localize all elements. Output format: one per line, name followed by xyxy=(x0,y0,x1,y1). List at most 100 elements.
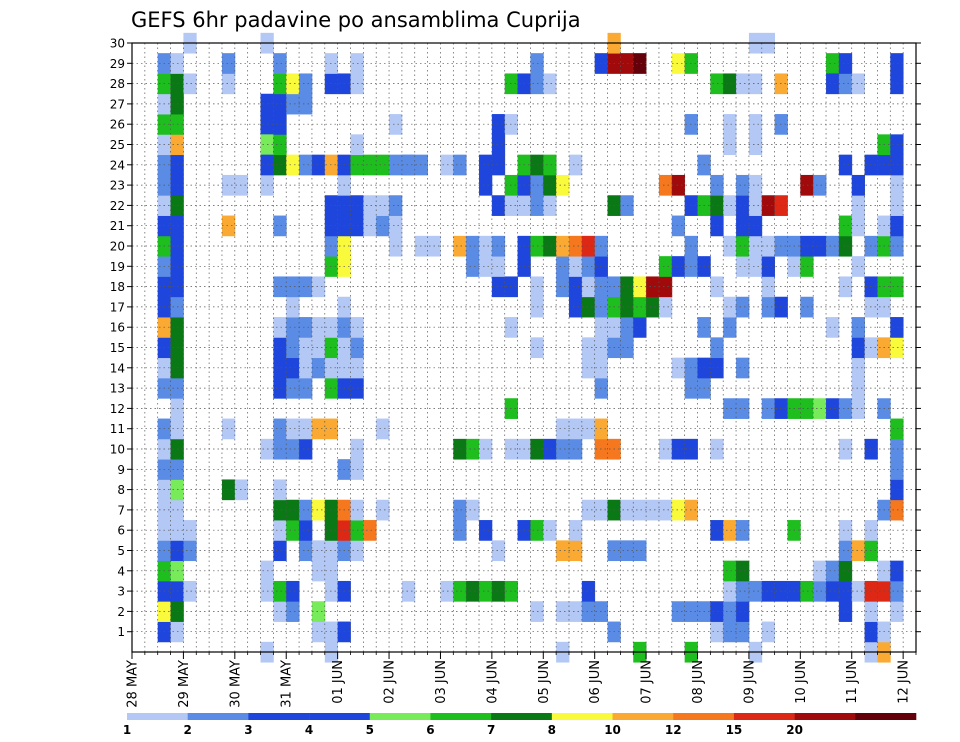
heatmap-cell xyxy=(311,357,326,379)
heatmap-cell xyxy=(838,73,853,95)
heatmap-cell xyxy=(851,73,865,95)
heatmap-cell xyxy=(826,317,840,338)
heatmap-cell xyxy=(851,256,865,277)
heatmap-cell xyxy=(851,215,865,237)
heatmap-cell xyxy=(286,418,300,440)
heatmap-cell xyxy=(453,438,467,460)
colorbar-legend: 1 2 3 4 5 6 7 8 10 12 15 20 xyxy=(123,713,917,737)
heatmap-cell xyxy=(838,580,853,602)
y-tick-label: 16 xyxy=(110,321,125,335)
heatmap-cell xyxy=(389,154,403,176)
heatmap-cell xyxy=(890,174,904,196)
heatmap-cells xyxy=(157,32,904,663)
heatmap-cell xyxy=(286,317,300,338)
heatmap-cell xyxy=(491,580,506,602)
heatmap-cell xyxy=(710,438,724,460)
heatmap-cell xyxy=(568,154,583,176)
heatmap-cell xyxy=(658,174,673,196)
heatmap-cell xyxy=(376,215,390,237)
heatmap-cell xyxy=(401,154,416,176)
heatmap-cell xyxy=(671,256,686,277)
heatmap-cell xyxy=(723,73,737,95)
y-tick-label: 8 xyxy=(117,483,125,497)
heatmap-cell xyxy=(273,276,287,298)
heatmap-cell xyxy=(761,195,776,216)
heatmap-cell xyxy=(838,438,853,460)
heatmap-cell xyxy=(299,276,313,298)
heatmap-cell xyxy=(389,215,403,237)
heatmap-cell xyxy=(671,53,686,74)
heatmap-cell xyxy=(363,520,377,541)
heatmap-cell xyxy=(761,256,776,277)
heatmap-cell xyxy=(838,53,853,74)
heatmap-cell xyxy=(286,296,300,318)
colorbar-label: 4 xyxy=(305,723,313,737)
heatmap-cell xyxy=(299,93,313,115)
heatmap-cell xyxy=(299,337,313,359)
colorbar-label: 2 xyxy=(184,723,192,737)
heatmap-cell xyxy=(890,438,904,460)
heatmap-cell xyxy=(568,418,583,440)
heatmap-cell xyxy=(671,601,686,622)
heatmap-cell xyxy=(286,377,300,399)
heatmap-cell xyxy=(556,256,570,277)
heatmap-cell xyxy=(890,601,904,622)
colorbar-segment xyxy=(430,713,492,720)
heatmap-cell xyxy=(646,499,660,521)
heatmap-cell xyxy=(273,134,287,156)
heatmap-cell xyxy=(581,256,596,277)
heatmap-cell xyxy=(311,337,326,359)
x-tick-label: 08 JUN xyxy=(691,660,706,704)
y-tick-label: 25 xyxy=(110,138,125,152)
heatmap-cell xyxy=(838,520,853,541)
y-tick-label: 10 xyxy=(110,443,125,457)
heatmap-cell xyxy=(890,235,904,257)
y-tick-label: 27 xyxy=(110,97,125,111)
y-tick-label: 14 xyxy=(110,361,125,375)
heatmap-cell xyxy=(851,580,865,602)
heatmap-cell xyxy=(838,235,853,257)
heatmap-cell xyxy=(736,621,750,643)
y-tick-label: 26 xyxy=(110,118,125,132)
colorbar-segment xyxy=(491,713,553,720)
heatmap-cell xyxy=(556,235,570,257)
heatmap-cell xyxy=(671,438,686,460)
chart-title: GEFS 6hr padavine po ansamblima Cuprija xyxy=(131,8,581,32)
heatmap-cell xyxy=(851,540,865,562)
heatmap-cell xyxy=(838,276,853,298)
heatmap-cell xyxy=(710,276,724,298)
heatmap-cell xyxy=(736,296,750,318)
heatmap-cell xyxy=(556,438,570,460)
y-tick-label: 5 xyxy=(117,544,125,558)
heatmap-cell xyxy=(723,296,737,318)
x-tick-label: 05 JUN xyxy=(537,660,552,704)
heatmap-cell xyxy=(851,174,865,196)
heatmap-cell xyxy=(273,438,287,460)
heatmap-cell xyxy=(838,154,853,176)
y-tick-label: 21 xyxy=(110,219,125,233)
x-tick-label: 09 JUN xyxy=(742,660,757,704)
heatmap-cell xyxy=(838,398,853,419)
heatmap-cell xyxy=(221,73,236,95)
heatmap-cell xyxy=(221,215,236,237)
heatmap-cell xyxy=(890,215,904,237)
heatmap-cell xyxy=(813,580,827,602)
heatmap-cell xyxy=(813,174,827,196)
heatmap-cell xyxy=(890,134,904,156)
heatmap-cell xyxy=(838,560,853,582)
heatmap-cell xyxy=(851,195,865,216)
heatmap-cell xyxy=(273,53,287,74)
heatmap-cell xyxy=(748,134,763,156)
heatmap-cell xyxy=(633,499,647,521)
heatmap-cell xyxy=(890,195,904,216)
heatmap-cell xyxy=(491,154,506,176)
heatmap-cell xyxy=(890,459,904,480)
heatmap-cell xyxy=(491,540,506,562)
heatmap-cell xyxy=(748,73,763,95)
y-tick-label: 2 xyxy=(117,605,125,619)
heatmap-cell xyxy=(723,520,737,541)
heatmap-cell xyxy=(748,256,763,277)
heatmap-cell xyxy=(723,621,737,643)
heatmap-cell xyxy=(710,621,724,643)
heatmap-cell xyxy=(376,195,390,216)
